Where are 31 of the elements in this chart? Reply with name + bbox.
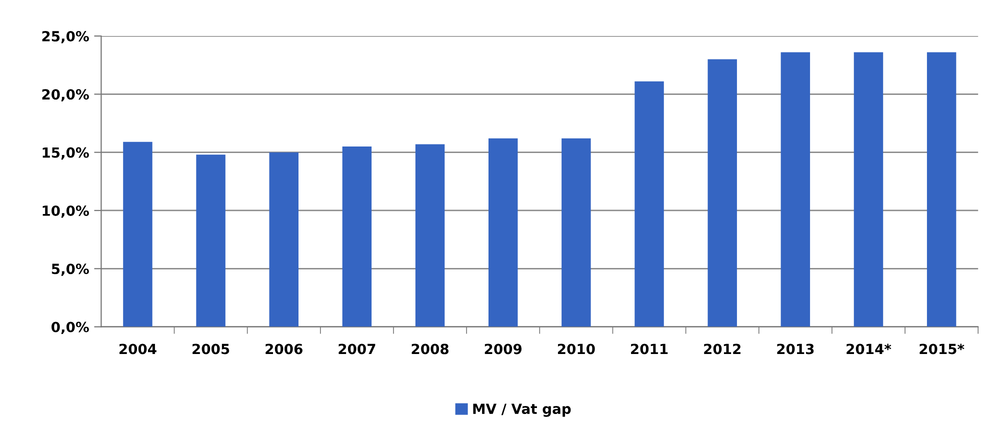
bar (708, 59, 737, 327)
y-tick-label: 10,0% (42, 205, 89, 218)
legend-label: MV / Vat gap (473, 404, 571, 417)
bar (562, 138, 591, 327)
y-tick-label: 25,0% (42, 30, 89, 44)
x-tick-label: 2006 (266, 344, 302, 354)
bar (196, 154, 226, 327)
bar (854, 52, 884, 327)
x-tick-label: 2013 (777, 344, 814, 354)
x-tick-label: 2005 (192, 344, 230, 354)
x-tick-label: 2009 (484, 344, 522, 354)
y-tick-label: 5,0% (52, 264, 89, 276)
y-tick-label: 15,0% (42, 147, 89, 160)
x-tick-label: 2012 (704, 344, 740, 354)
bar (634, 81, 664, 327)
bar (123, 142, 152, 327)
x-tick-label: 2015* (920, 344, 964, 354)
bar (926, 52, 956, 327)
x-tick-label: 2014* (846, 344, 892, 354)
x-tick-label: 2011 (631, 344, 668, 354)
x-tick-label: 2004 (119, 344, 156, 354)
bar (342, 146, 372, 327)
y-tick-label: 0,0% (52, 322, 89, 334)
x-tick-label: 2007 (338, 344, 376, 354)
bar (488, 138, 518, 327)
bar (269, 152, 298, 327)
x-tick-label: 2008 (412, 344, 448, 354)
x-tick-label: 2010 (558, 344, 595, 354)
y-tick-label: 20,0% (42, 89, 89, 102)
bar (780, 52, 810, 327)
bar (415, 144, 445, 327)
